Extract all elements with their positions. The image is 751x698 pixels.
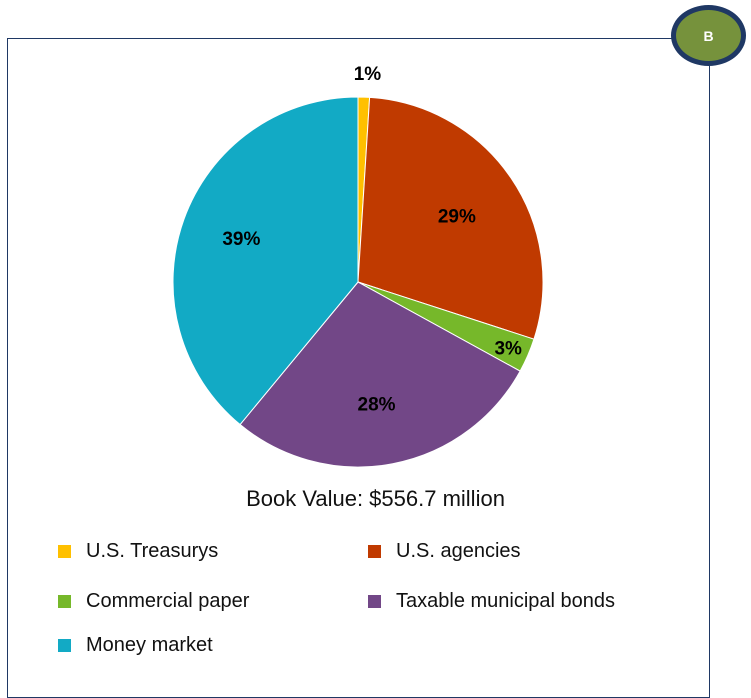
legend-label: Taxable municipal bonds	[396, 590, 616, 612]
legend-item-money-market: Money market	[58, 634, 213, 657]
pie-label-taxable-municipal-bonds: 28%	[358, 395, 396, 416]
legend-swatch	[58, 545, 71, 558]
legend-swatch	[368, 545, 381, 558]
pie-label-us-agencies: 29%	[438, 207, 476, 228]
pie-chart: 1% 29% 3% 28% 39%	[172, 64, 544, 468]
legend-swatch	[368, 595, 381, 608]
legend-label: Money market	[86, 634, 213, 656]
badge-circle: B	[671, 5, 746, 66]
legend-swatch	[58, 595, 71, 608]
book-value-caption: Book Value: $556.7 million	[246, 486, 505, 511]
pie-slice-us-agencies	[357, 96, 544, 340]
legend-label: U.S. agencies	[396, 540, 521, 562]
pie-label-commercial-paper: 3%	[494, 339, 522, 360]
badge-label: B	[703, 27, 714, 44]
legend-item-taxable-municipal-bonds: Taxable municipal bonds	[368, 590, 615, 613]
legend-label: Commercial paper	[86, 590, 250, 612]
pie-label-us-treasurys: 1%	[354, 64, 382, 85]
pie-slice-money-market	[172, 96, 359, 426]
pie-slice-taxable-municipal-bonds	[239, 281, 521, 468]
legend-swatch	[58, 639, 71, 652]
legend-item-us-treasurys: U.S. Treasurys	[58, 540, 218, 563]
legend-label: U.S. Treasurys	[86, 540, 219, 562]
legend-item-commercial-paper: Commercial paper	[58, 590, 249, 613]
pie-label-money-market: 39%	[222, 229, 260, 250]
legend-item-us-agencies: U.S. agencies	[368, 540, 521, 563]
